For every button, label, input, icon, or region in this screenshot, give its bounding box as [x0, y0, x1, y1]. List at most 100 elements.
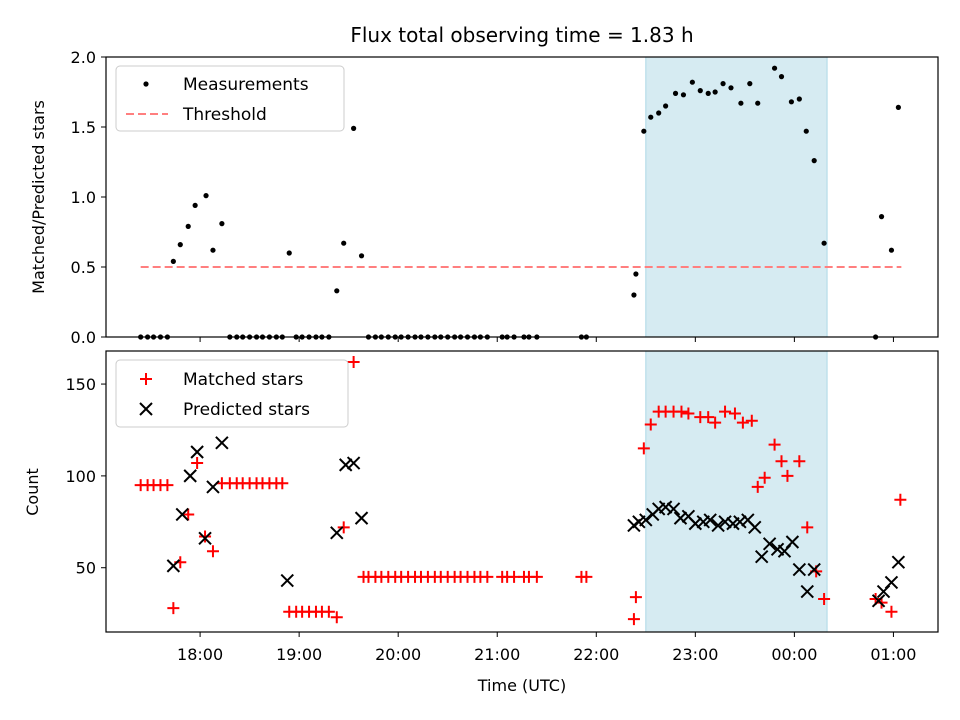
measurement-point — [747, 81, 753, 87]
bottom-x-tick-label: 22:00 — [573, 645, 619, 664]
top-y-axis: 0.0 0.5 1.0 1.5 2.0 — [71, 48, 106, 347]
matched-stars-points — [134, 356, 907, 626]
measurement-point — [803, 128, 809, 134]
legend-matched-label: Matched stars — [183, 370, 303, 390]
matched-star-point — [629, 591, 642, 604]
measurement-point — [641, 128, 647, 134]
predicted-star-point — [280, 573, 294, 588]
top-highlight-span — [645, 56, 828, 338]
top-y-tick-label: 0.0 — [71, 328, 96, 347]
matched-star-point — [627, 613, 640, 626]
measurement-point — [755, 100, 761, 106]
predicted-star-point — [718, 515, 732, 529]
matched-star-point — [745, 414, 758, 427]
predicted-star-point — [891, 555, 906, 569]
top-legend-box — [115, 65, 345, 132]
matched-star-point — [337, 521, 350, 534]
bottom-y-tick-label: 100 — [65, 467, 96, 486]
predicted-star-point — [703, 513, 717, 527]
bottom-y-tick-label: 150 — [65, 375, 96, 394]
bottom-legend: Matched stars Predicted stars — [115, 359, 349, 428]
top-y-tick-label: 1.5 — [71, 118, 96, 137]
predicted-star-point — [807, 562, 821, 577]
matched-star-point — [199, 530, 212, 543]
bottom-highlight-span — [645, 350, 828, 633]
predicted-star-point — [762, 537, 777, 551]
predicted-star-point — [792, 562, 807, 577]
matched-star-point — [728, 407, 741, 420]
matched-star-point — [751, 480, 764, 493]
predicted-star-point — [666, 502, 681, 516]
matched-star-point — [637, 442, 650, 455]
bottom-y-tick-label: 50 — [76, 559, 96, 578]
matched-star-point — [644, 418, 657, 431]
matched-star-point — [182, 508, 195, 521]
predicted-star-point — [658, 500, 673, 514]
top-y-tick-label: 2.0 — [71, 48, 96, 67]
measurement-point — [286, 250, 292, 256]
predicted-star-point — [673, 511, 688, 525]
bottom-x-tick-label: 23:00 — [672, 645, 718, 664]
matched-star-point — [530, 570, 543, 583]
bottom-x-label: Time (UTC) — [477, 676, 566, 695]
measurement-point — [663, 103, 669, 109]
matched-star-point — [793, 455, 806, 468]
measurement-point — [771, 65, 778, 71]
predicted-star-point — [330, 526, 344, 540]
measurement-point — [697, 88, 703, 94]
measurement-point — [358, 253, 365, 259]
top-x-axis — [199, 337, 894, 342]
predicted-star-point — [688, 516, 703, 531]
measurement-point — [210, 247, 216, 253]
top-y-label: Matched/Predicted stars — [29, 100, 48, 294]
predicted-star-point — [871, 594, 886, 608]
predicted-stars-points — [166, 436, 906, 608]
matched-star-point — [191, 457, 204, 470]
legend-predicted-marker — [139, 402, 153, 416]
matched-star-point — [206, 545, 219, 558]
measurement-point — [631, 292, 637, 298]
matched-star-point — [330, 611, 343, 624]
bottom-x-tick-label: 19:00 — [276, 645, 322, 664]
matched-star-point — [682, 407, 695, 420]
predicted-star-point — [800, 584, 814, 599]
matched-star-point — [167, 602, 180, 615]
matched-star-point — [775, 455, 788, 468]
predicted-star-point — [166, 559, 181, 573]
matched-star-point — [675, 405, 688, 418]
measurement-point — [351, 125, 357, 131]
measurement-point — [177, 242, 183, 248]
bottom-axes-frame — [105, 350, 939, 633]
measurement-point — [170, 258, 176, 264]
chart-title: Flux total observing time = 1.83 h — [350, 23, 693, 47]
predicted-star-point — [884, 575, 899, 590]
matched-star-point — [885, 605, 898, 618]
predicted-star-point — [785, 535, 800, 549]
predicted-star-point — [198, 531, 212, 546]
measurement-point — [680, 92, 687, 98]
measurement-point — [672, 90, 679, 96]
matched-star-point — [894, 493, 907, 506]
matched-star-point — [481, 570, 494, 583]
matched-star-point — [702, 411, 715, 424]
bottom-x-tick-label: 20:00 — [375, 645, 421, 664]
legend-measurements-label: Measurements — [183, 75, 309, 95]
measurement-point — [341, 240, 347, 246]
predicted-star-point — [711, 518, 725, 533]
measurement-point — [895, 104, 901, 110]
matched-star-point — [719, 405, 732, 418]
matched-star-point — [347, 356, 360, 369]
matched-star-point — [758, 471, 771, 484]
matched-star-point — [161, 479, 174, 492]
top-legend: Measurements Threshold — [115, 65, 345, 132]
top-y-tick-label: 1.0 — [71, 188, 96, 207]
matched-star-point — [818, 592, 831, 605]
measurement-point — [821, 240, 827, 246]
bottom-x-tick-label: 21:00 — [474, 645, 520, 664]
bottom-y-axis: 50 100 150 — [65, 375, 106, 578]
predicted-star-point — [346, 456, 361, 470]
top-y-tick-label: 0.5 — [71, 258, 96, 277]
bottom-x-tick-label: 18:00 — [177, 645, 223, 664]
measurement-point — [192, 202, 198, 208]
legend-matched-marker — [140, 373, 152, 385]
